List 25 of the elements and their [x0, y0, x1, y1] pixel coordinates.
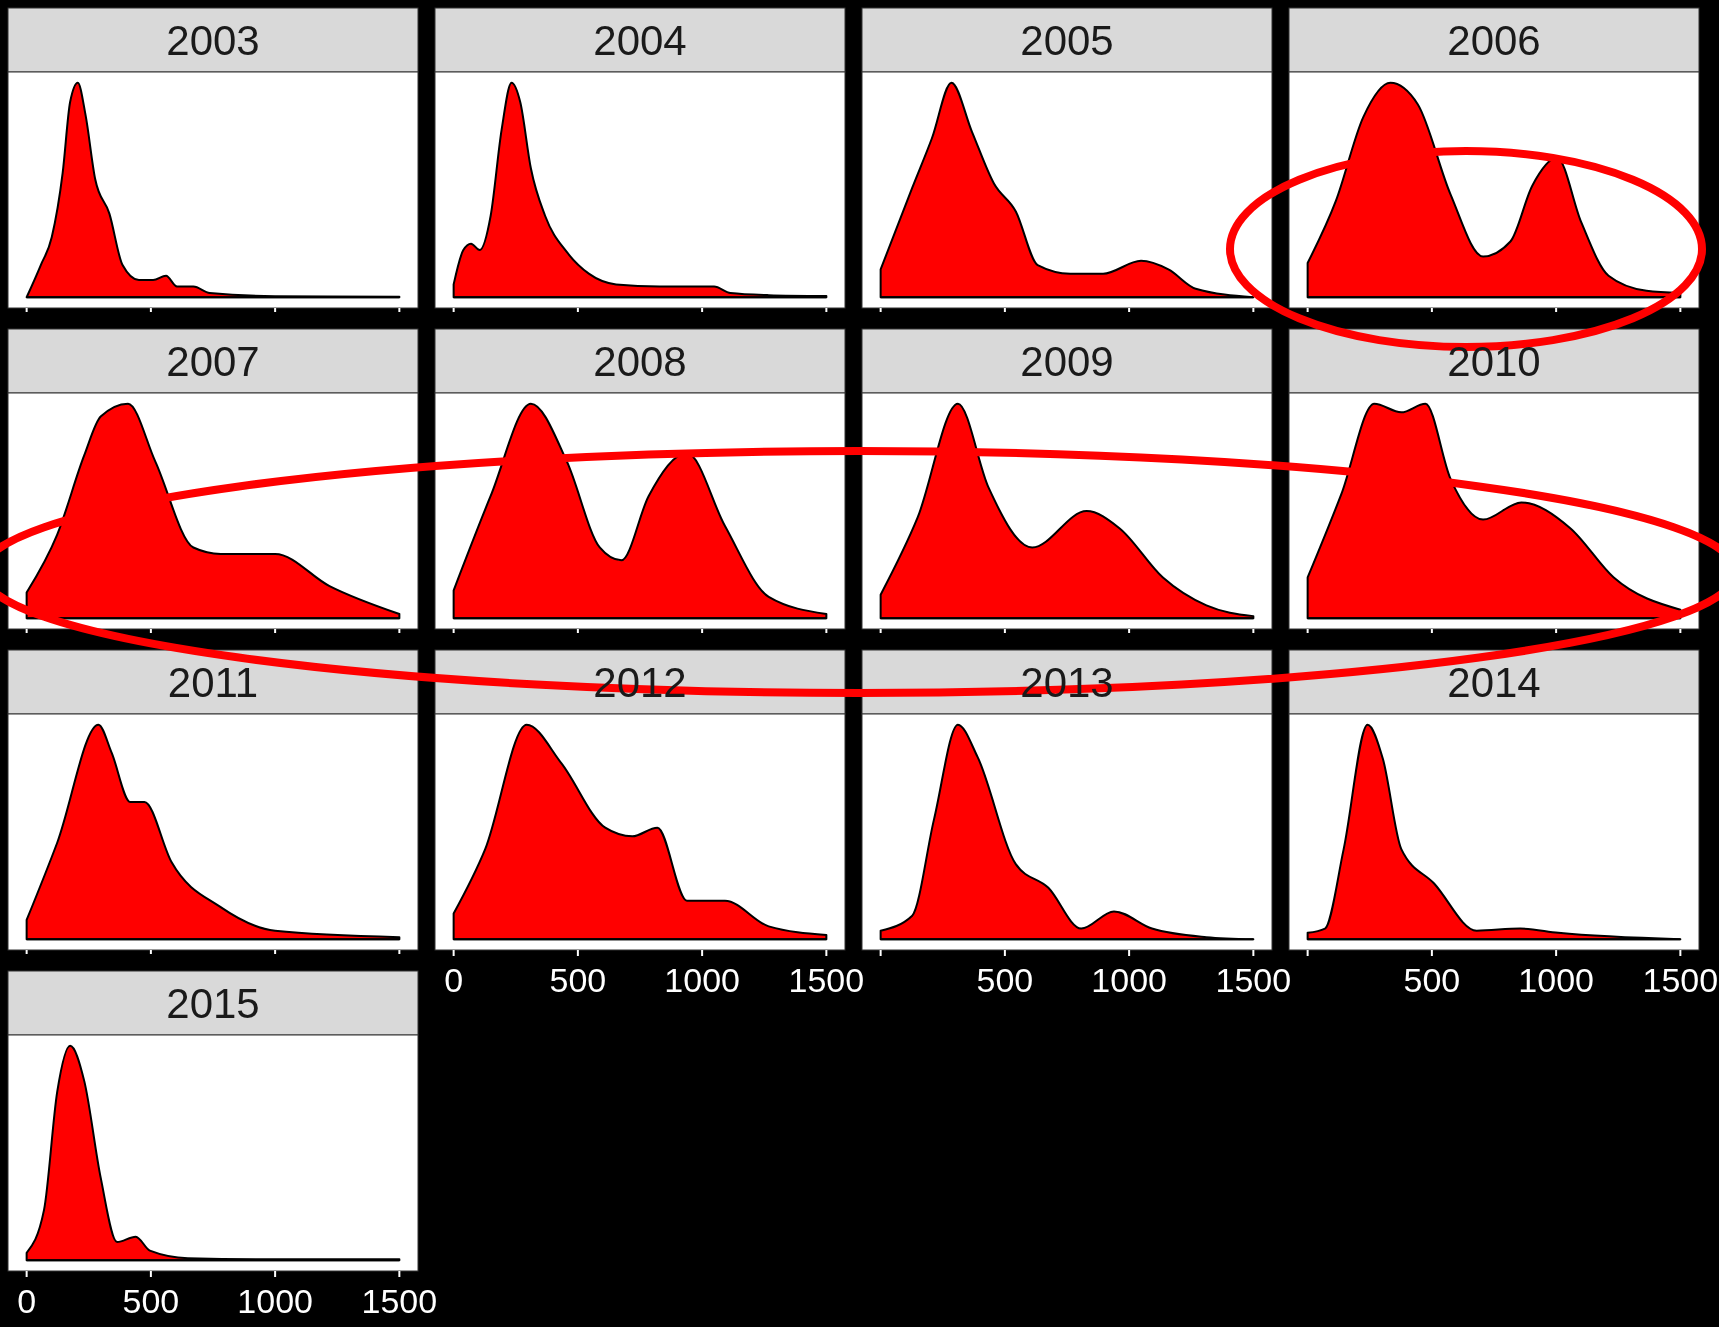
- chart-title: 2008: [593, 338, 687, 385]
- chart-title: 2004: [593, 17, 687, 64]
- x-tick-label: 1000: [237, 1282, 313, 1320]
- x-tick-label: 1000: [664, 961, 740, 999]
- x-tick-label: 500: [976, 961, 1034, 999]
- chart-title: 2006: [1447, 17, 1541, 64]
- chart-title: 2005: [1020, 17, 1114, 64]
- x-tick-label: 500: [1403, 961, 1461, 999]
- chart-title: 2007: [166, 338, 260, 385]
- x-tick-label: 1500: [1215, 961, 1292, 999]
- chart-title: 2003: [166, 17, 260, 64]
- chart-title: 2009: [1020, 338, 1114, 385]
- x-tick-label: 0: [444, 961, 464, 999]
- chart-title: 2014: [1447, 659, 1541, 706]
- x-tick-label: 1500: [361, 1282, 438, 1320]
- x-tick-label: 500: [122, 1282, 180, 1320]
- x-tick-label: 1500: [788, 961, 865, 999]
- x-tick-label: 1000: [1518, 961, 1594, 999]
- x-tick-label: 0: [17, 1282, 37, 1320]
- x-tick-label: 1000: [1091, 961, 1167, 999]
- x-tick-label: 500: [549, 961, 607, 999]
- chart-title: 2011: [167, 659, 259, 706]
- chart-title: 2010: [1447, 338, 1541, 385]
- x-tick-label: 1500: [1642, 961, 1719, 999]
- chart-title: 2015: [166, 980, 260, 1027]
